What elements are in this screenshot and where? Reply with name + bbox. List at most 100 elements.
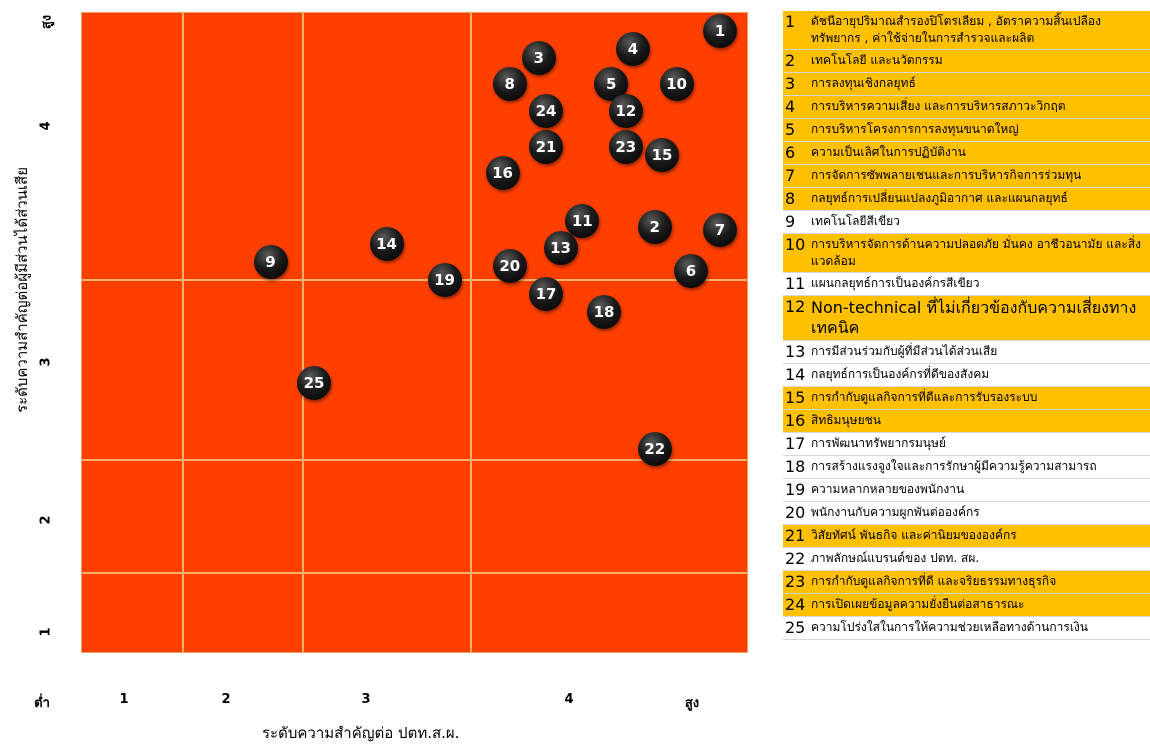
legend-row: 21 วิสัยทัศน์ พันธกิจ และค่านิยมขององค์กร [783, 525, 1150, 548]
data-point: 12 [608, 93, 643, 128]
data-point: 21 [529, 129, 563, 164]
legend-row: 6 ความเป็นเลิศในการปฏิบัติงาน [783, 142, 1150, 165]
legend-row: 17 การพัฒนาทรัพยากรมนุษย์ [783, 433, 1150, 456]
legend-text: การลงทุนเชิงกลยุทธ์ [811, 76, 916, 90]
legend-row: 22 ภาพลักษณ์แบรนด์ของ ปตท. สผ. [783, 548, 1150, 571]
legend-row: 15 การกำกับดูแลกิจการที่ดีและการรับรองระบ… [783, 387, 1150, 410]
legend-text: พนักงานกับความผูกพันต่อองค์กร [811, 505, 980, 519]
y-tick-label: 2 [38, 515, 54, 525]
x-tick-label: 2 [221, 692, 231, 707]
grid-line-horizontal [82, 279, 747, 281]
legend-number: 3 [785, 74, 796, 93]
legend-text: Non-technical ที่ไม่เกี่ยวข้องกับความเสี… [811, 298, 1137, 337]
y-tick-label: 4 [38, 121, 54, 131]
data-point: 19 [427, 263, 462, 298]
legend-row: 13 การมีส่วนร่วมกับผู้ที่มีส่วนได้ส่วนเสี… [783, 341, 1150, 364]
legend-row: 3 การลงทุนเชิงกลยุทธ์ [783, 73, 1150, 96]
legend-row: 16 สิทธิมนุษยชน [783, 410, 1150, 433]
legend-number: 12 [785, 297, 806, 316]
legend-text: การมีส่วนร่วมกับผู้ที่มีส่วนได้ส่วนเสีย [811, 344, 998, 358]
x-tick-label: 4 [564, 692, 574, 707]
legend-text: การกำกับดูแลกิจการที่ดีและการรับรองระบบ [811, 390, 1038, 404]
legend-row: 24 การเปิดเผยข้อมูลความยั่งยืนต่อสาธารณะ [783, 594, 1150, 617]
legend-number: 24 [785, 595, 806, 614]
data-point: 23 [608, 129, 643, 164]
legend-text: การบริหารจัดการด้านความปลอดภัย มั่นคง อา… [811, 237, 1142, 268]
legend-number: 18 [785, 457, 806, 476]
legend-text: กลยุทธ์การเปลี่ยนแปลงภูมิอากาศ และแผนกลย… [811, 191, 1068, 205]
legend-number: 4 [785, 97, 796, 116]
y-axis-label: ระดับความสำคัญต่อผู้มีส่วนได้ส่วนเสีย [13, 167, 31, 413]
y-tick-label: สูง [39, 14, 55, 30]
legend-text: การเปิดเผยข้อมูลความยั่งยืนต่อสาธารณะ [811, 597, 1025, 611]
legend-number: 13 [785, 342, 806, 361]
legend-number: 21 [785, 526, 806, 545]
data-point: 2 [637, 209, 672, 244]
data-point: 25 [297, 366, 331, 401]
legend-number: 9 [785, 212, 796, 231]
legend-row: 7 การจัดการซัพพลายเชนและการบริหารกิจการร่… [783, 165, 1150, 188]
legend-row: 8 กลยุทธ์การเปลี่ยนแปลงภูมิอากาศ และแผนกล… [783, 188, 1150, 211]
legend-row: 10 การบริหารจัดการด้านความปลอดภัย มั่นคง … [783, 234, 1150, 273]
data-point: 4 [616, 31, 650, 66]
data-point: 16 [485, 156, 520, 191]
legend-row: 1 ดัชนีอายุปริมาณสำรองปิโตรเลียม , อัตราค… [783, 11, 1150, 50]
legend-row: 9 เทคโนโลยีสีเขียว [783, 211, 1150, 234]
y-tick-label: 3 [38, 357, 54, 367]
x-tick-label: 3 [361, 692, 371, 707]
legend-text: เทคโนโลยี และนวัตกรรม [811, 53, 943, 67]
data-point: 18 [587, 295, 621, 330]
legend-text: สิทธิมนุษยชน [811, 413, 881, 427]
legend-number: 7 [785, 166, 796, 185]
data-point: 6 [674, 254, 708, 289]
legend-text: ภาพลักษณ์แบรนด์ของ ปตท. สผ. [811, 551, 980, 565]
data-point: 17 [529, 277, 563, 312]
legend-row: 14 กลยุทธ์การเป็นองค์กรที่ดีของสังคม [783, 364, 1150, 387]
data-point: 20 [492, 248, 527, 283]
legend-number: 8 [785, 189, 796, 208]
legend-text: ความหลากหลายของพนักงาน [811, 482, 965, 496]
data-point: 7 [703, 213, 737, 248]
grid-line-vertical [302, 13, 304, 652]
legend-row: 25 ความโปร่งใสในการให้ความช่วยเหลือทางด้า… [783, 617, 1150, 640]
legend-number: 14 [785, 365, 806, 384]
legend-text: การกำกับดูแลกิจการที่ดี และจริยธรรมทางธุ… [811, 574, 1057, 588]
legend-text: กลยุทธ์การเป็นองค์กรที่ดีของสังคม [811, 367, 990, 381]
legend-number: 1 [785, 12, 796, 31]
grid-line-horizontal [82, 572, 747, 574]
data-point: 22 [637, 432, 672, 467]
legend-number: 15 [785, 388, 806, 407]
data-point: 1 [703, 13, 737, 48]
legend-row: 4 การบริหารความเสี่ยง และการบริหารสภาวะวิ… [783, 96, 1150, 119]
data-point: 15 [645, 138, 679, 173]
legend-text: แผนกลยุทธ์การเป็นองค์กรสีเขียว [811, 276, 980, 290]
legend-text: การพัฒนาทรัพยากรมนุษย์ [811, 436, 946, 450]
data-point: 10 [659, 67, 694, 102]
legend-text: การจัดการซัพพลายเชนและการบริหารกิจการร่ว… [811, 168, 1082, 182]
data-point: 8 [492, 67, 527, 102]
x-tick-label: 1 [119, 692, 129, 707]
data-point: 3 [521, 40, 556, 75]
legend-text: ดัชนีอายุปริมาณสำรองปิโตรเลียม , อัตราคว… [811, 14, 1101, 45]
legend-list: 1 ดัชนีอายุปริมาณสำรองปิโตรเลียม , อัตราค… [783, 11, 1150, 640]
legend-row: 23 การกำกับดูแลกิจการที่ดี และจริยธรรมทาง… [783, 571, 1150, 594]
data-point: 13 [543, 231, 578, 266]
legend-text: วิสัยทัศน์ พันธกิจ และค่านิยมขององค์กร [811, 528, 1017, 542]
data-point: 11 [565, 204, 600, 239]
legend-text: การบริหารโครงการการลงทุนขนาดใหญ่ [811, 122, 1019, 136]
legend-row: 11 แผนกลยุทธ์การเป็นองค์กรสีเขียว [783, 273, 1150, 296]
legend-text: ความเป็นเลิศในการปฏิบัติงาน [811, 145, 966, 159]
data-point: 14 [369, 227, 404, 262]
legend-number: 5 [785, 120, 796, 139]
legend-number: 22 [785, 549, 806, 568]
legend-number: 2 [785, 51, 796, 70]
legend-number: 19 [785, 480, 806, 499]
legend-row: 12 Non-technical ที่ไม่เกี่ยวข้องกับความเ… [783, 296, 1150, 341]
y-tick-label: 1 [38, 627, 54, 637]
legend-row: 20 พนักงานกับความผูกพันต่อองค์กร [783, 502, 1150, 525]
legend-row: 2 เทคโนโลยี และนวัตกรรม [783, 50, 1150, 73]
legend-number: 25 [785, 618, 806, 637]
legend-row: 18 การสร้างแรงจูงใจและการรักษาผู้มีความรู… [783, 456, 1150, 479]
legend-number: 20 [785, 503, 806, 522]
legend-row: 19 ความหลากหลายของพนักงาน [783, 479, 1150, 502]
